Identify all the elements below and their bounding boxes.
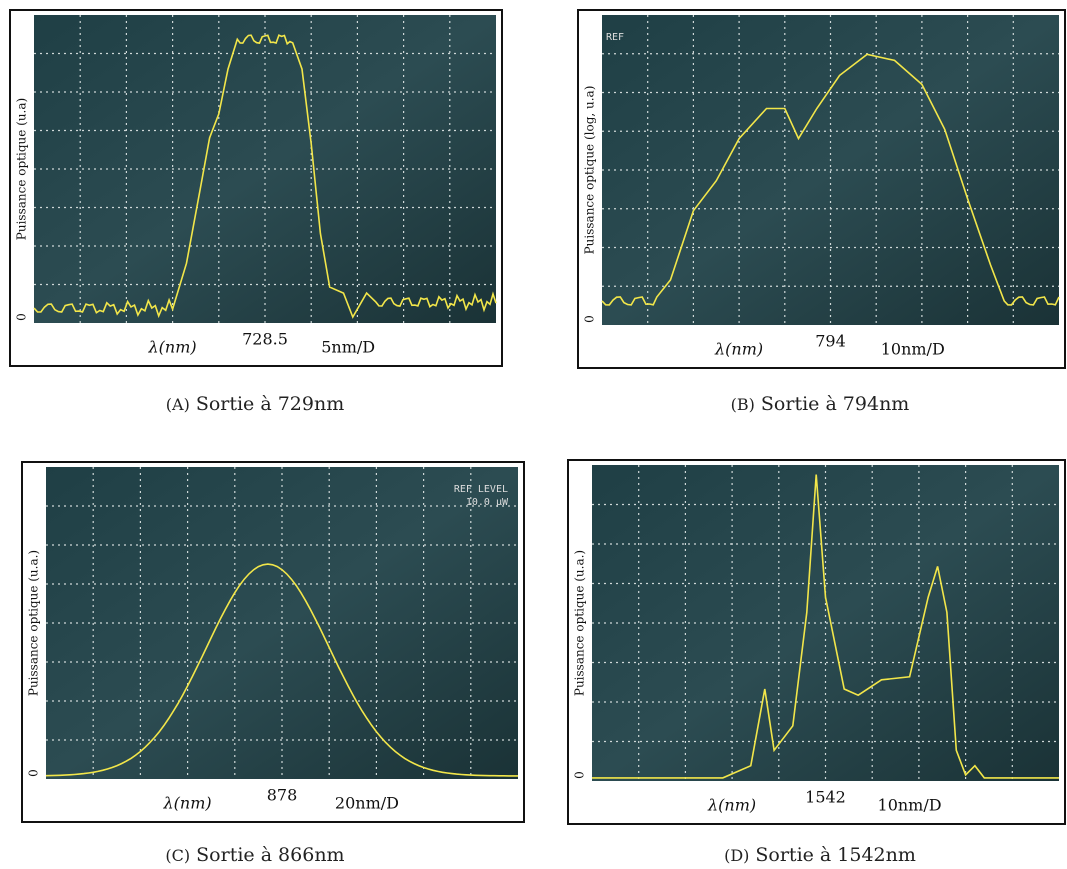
zero-label: 0 <box>15 313 29 321</box>
caption-text: Sortie à 866nm <box>196 844 344 866</box>
caption: (C) Sortie à 866nm <box>165 844 344 866</box>
center-wavelength: 794 <box>815 332 846 351</box>
y-axis-label: Puissance optique (u.a) <box>15 98 29 240</box>
trace <box>33 34 497 319</box>
screen <box>34 15 496 323</box>
trace <box>45 563 518 777</box>
span: 10nm/D <box>878 796 942 815</box>
caption-text: Sortie à 794nm <box>761 393 909 415</box>
caption-text: Sortie à 729nm <box>196 393 344 415</box>
caption-text: Sortie à 1542nm <box>755 844 916 866</box>
x-axis-label: λ(nm) <box>163 794 212 813</box>
trace <box>592 474 1059 779</box>
zero-label: 0 <box>27 769 41 777</box>
caption: (B) Sortie à 794nm <box>731 393 910 415</box>
caption-letter: (B) <box>731 395 755 414</box>
caption: (A) Sortie à 729nm <box>166 393 344 415</box>
center-wavelength: 1542 <box>805 788 846 807</box>
span: 5nm/D <box>321 338 375 357</box>
caption-letter: (D) <box>724 846 749 865</box>
panel: Puissance optique (u.a) 0 λ(nm) 728.5 5nm/D (… <box>9 9 503 415</box>
y-axis-label: Puissance optique (log, u.a) <box>583 86 597 255</box>
screen-text: 10.0 μW <box>466 497 509 508</box>
caption-letter: (C) <box>165 846 190 865</box>
trace <box>601 53 1060 306</box>
center-wavelength: 878 <box>267 786 298 805</box>
x-axis-label: λ(nm) <box>148 338 197 357</box>
span: 10nm/D <box>881 340 945 359</box>
screen-text: REF <box>606 32 624 43</box>
center-wavelength: 728.5 <box>242 330 288 349</box>
x-axis-label: λ(nm) <box>714 340 763 359</box>
panel: REF Puissance optique (log, u.a) 0 λ(nm) 794… <box>577 9 1066 415</box>
zero-label: 0 <box>583 315 597 323</box>
span: 20nm/D <box>335 794 399 813</box>
panel: Puissance optique (u.a.) 0 λ(nm) 1542 10nm/D… <box>567 459 1066 866</box>
y-axis-label: Puissance optique (u.a.) <box>27 550 41 696</box>
screen-text: REF LEVEL <box>454 484 508 495</box>
x-axis-label: λ(nm) <box>707 796 756 815</box>
caption-letter: (A) <box>166 395 190 414</box>
y-axis-label: Puissance optique (u.a.) <box>573 550 587 696</box>
zero-label: 0 <box>573 771 587 779</box>
caption: (D) Sortie à 1542nm <box>724 844 916 866</box>
panel: REF LEVEL 10.0 μW Puissance optique (u.a.)… <box>21 461 525 866</box>
